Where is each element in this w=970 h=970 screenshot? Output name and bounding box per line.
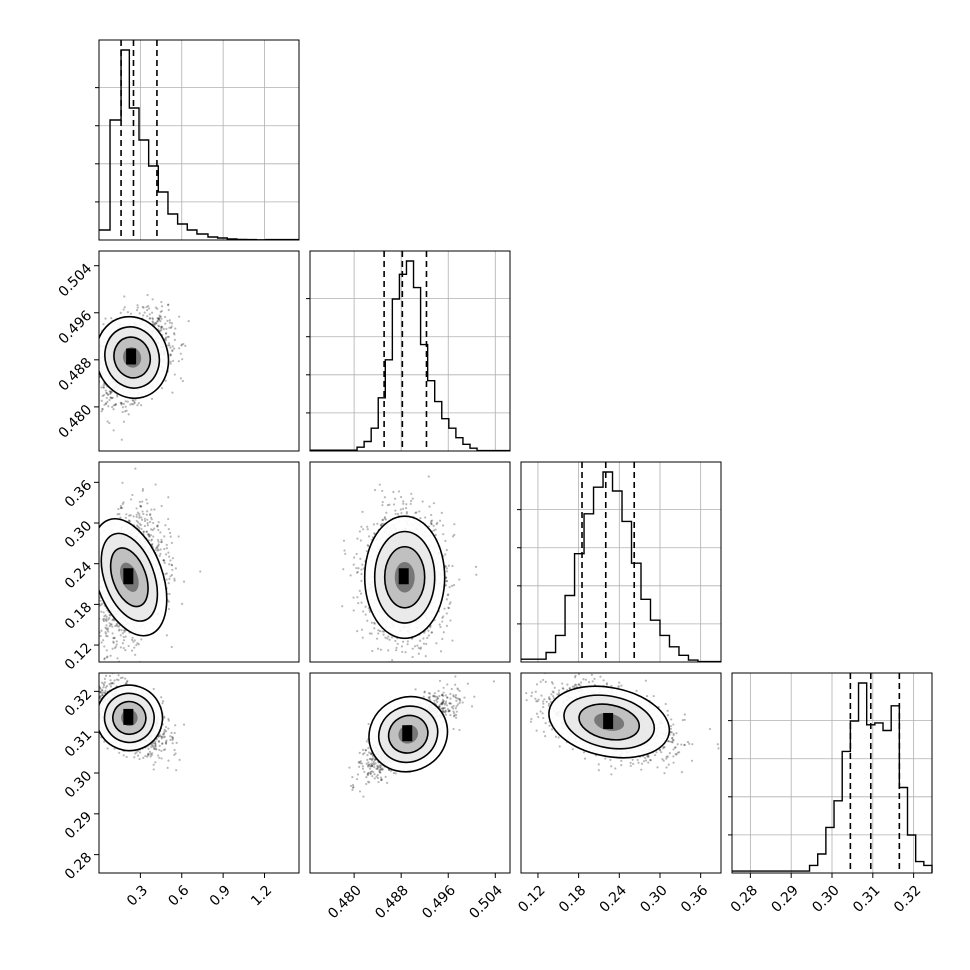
- density-peak-1-0: [126, 348, 137, 365]
- x-tick-label-2-4: 0.36: [678, 882, 711, 915]
- hist-panel-1: [306, 250, 511, 452]
- x-tick-label-0-0: 0.3: [124, 882, 151, 909]
- x-axis-3: 0.28 0.29 0.30 0.31 0.32: [728, 873, 924, 916]
- density-peak-3-0: [123, 708, 134, 725]
- joint-panel-3-2: [520, 672, 722, 874]
- y-tick-label-2-0: 0.12: [62, 640, 95, 673]
- panel-frame: [98, 250, 300, 452]
- y-axis-1: 0.480 0.488 0.496 0.504: [56, 261, 99, 442]
- hist-panel-2: [517, 461, 722, 663]
- x-axis-2: 0.12 0.18 0.24 0.30 0.36: [515, 873, 711, 916]
- joint-panel-2-1: [309, 461, 511, 663]
- x-tick-label-2-1: 0.18: [556, 882, 589, 915]
- x-tick-label-0-3: 1.2: [248, 882, 275, 909]
- panel-frame: [98, 461, 300, 663]
- x-tick-label-1-1: 0.488: [372, 882, 412, 922]
- x-tick-label-3-2: 0.30: [809, 882, 842, 915]
- panel-frame: [309, 250, 511, 452]
- hist-panel-0: [95, 39, 300, 241]
- x-tick-label-1-2: 0.496: [419, 882, 459, 922]
- x-tick-label-3-3: 0.31: [850, 882, 883, 915]
- y-axis-2: 0.12 0.18 0.24 0.30 0.36: [62, 477, 99, 673]
- y-tick-label-2-1: 0.18: [62, 599, 95, 632]
- grid-lines: [310, 251, 510, 451]
- density-peak-3-1: [402, 725, 413, 742]
- grid-lines: [99, 40, 299, 240]
- y-tick-label-3-1: 0.29: [62, 809, 95, 842]
- histogram-step-0: [99, 49, 299, 241]
- hist-panel-3: [728, 672, 933, 874]
- x-tick-label-2-0: 0.12: [515, 882, 548, 915]
- joint-panel-2-0: [98, 461, 300, 663]
- density-peak-2-0: [123, 568, 134, 585]
- histogram-step-1: [310, 260, 510, 452]
- y-axis-3: 0.28 0.29 0.30 0.31 0.32: [62, 686, 99, 883]
- panel-frame: [98, 39, 300, 241]
- density-peak-2-1: [398, 568, 409, 585]
- y-tick-label-2-4: 0.36: [62, 477, 95, 510]
- y-tick-label-3-2: 0.30: [62, 768, 95, 801]
- histogram-step-2: [521, 471, 721, 663]
- x-axis-1: 0.480 0.488 0.496 0.504: [325, 873, 506, 922]
- joint-panel-3-0: [98, 672, 300, 874]
- panel-frame: [520, 461, 722, 663]
- x-tick-label-3-1: 0.29: [769, 882, 802, 915]
- y-tick-label-1-0: 0.480: [56, 402, 96, 442]
- y-tick-label-1-2: 0.496: [56, 308, 96, 348]
- x-tick-label-1-0: 0.480: [325, 882, 365, 922]
- y-tick-label-3-0: 0.28: [62, 850, 95, 883]
- panel-frame: [309, 672, 511, 874]
- panel-frame: [520, 672, 722, 874]
- x-axis-0: 0.3 0.6 0.9 1.2: [124, 873, 275, 909]
- y-tick-label-3-4: 0.32: [62, 686, 95, 719]
- y-tick-label-3-3: 0.31: [62, 727, 95, 760]
- panel-frame: [309, 461, 511, 663]
- x-tick-label-0-2: 0.9: [207, 882, 234, 909]
- joint-panel-3-1: [309, 672, 511, 874]
- joint-panel-1-0: [98, 250, 300, 452]
- histogram-step-3: [732, 682, 933, 873]
- grid-lines: [521, 462, 721, 662]
- x-tick-label-3-4: 0.32: [891, 882, 924, 915]
- x-tick-label-2-2: 0.24: [597, 882, 630, 915]
- grid-lines: [732, 673, 932, 873]
- y-tick-label-2-3: 0.30: [62, 518, 95, 551]
- x-tick-label-2-3: 0.30: [637, 882, 670, 915]
- y-tick-label-1-3: 0.504: [56, 261, 96, 301]
- x-tick-label-3-0: 0.28: [728, 882, 761, 915]
- x-tick-label-1-3: 0.504: [466, 882, 506, 922]
- y-tick-label-1-1: 0.488: [56, 355, 96, 395]
- density-peak-3-2: [603, 712, 614, 729]
- y-tick-label-2-2: 0.24: [62, 559, 95, 592]
- x-tick-label-0-1: 0.6: [165, 882, 192, 909]
